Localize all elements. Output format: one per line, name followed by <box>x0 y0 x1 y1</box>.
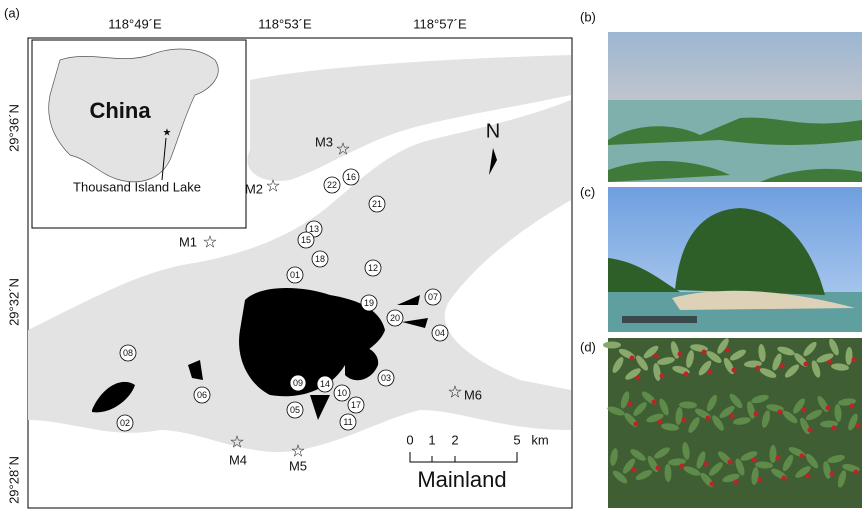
photo-berry <box>634 422 639 427</box>
island-label: 17 <box>351 400 361 410</box>
photo-berry <box>702 350 707 355</box>
photo-berry <box>658 420 663 425</box>
photo-berry <box>678 352 683 357</box>
island-label: 20 <box>390 313 400 323</box>
mainland-label: Mainland <box>417 467 506 492</box>
island-label: 03 <box>381 373 391 383</box>
island-label: 04 <box>435 328 445 338</box>
photo-berry <box>734 480 739 485</box>
island-label: 05 <box>290 405 300 415</box>
photo-berry <box>710 482 715 487</box>
island-label: 15 <box>301 235 311 245</box>
photo-berry <box>832 426 837 431</box>
panel-label: (c) <box>580 184 595 199</box>
station-star: ☆ <box>335 139 350 158</box>
photo-berry <box>752 458 757 463</box>
inset-star: ★ <box>163 128 172 139</box>
photo-berry <box>636 376 641 381</box>
panel-label: (b) <box>580 9 596 24</box>
photo-berry <box>830 472 835 477</box>
island-label: 18 <box>315 254 325 264</box>
photo-berry <box>632 468 637 473</box>
photo-berry <box>654 354 659 359</box>
lat-tick: 29°32´N <box>6 278 21 326</box>
scale-tick: 1 <box>428 432 435 447</box>
lon-tick: 118°53´E <box>258 16 312 31</box>
photo-berry <box>806 474 811 479</box>
photo-berry <box>708 370 713 375</box>
photo-berry <box>652 400 657 405</box>
lon-tick: 118°57´E <box>413 16 467 31</box>
station-label: M4 <box>229 452 247 467</box>
station-star: ☆ <box>265 176 280 195</box>
station-label: M5 <box>289 458 307 473</box>
photo-berry <box>826 406 831 411</box>
lat-tick: 29°28´N <box>6 456 21 504</box>
island-label: 16 <box>346 172 356 182</box>
island-label: 09 <box>293 378 303 388</box>
photo-berry <box>630 356 635 361</box>
photo-berry <box>704 462 709 467</box>
island-label: 01 <box>290 270 300 280</box>
photo-berry <box>706 416 711 421</box>
photo-berry <box>776 456 781 461</box>
island-label: 22 <box>327 180 337 190</box>
scale-unit: km <box>531 432 548 447</box>
photo-berry <box>782 476 787 481</box>
photo-berry <box>758 478 763 483</box>
photo-berry <box>852 358 857 363</box>
photo-berry <box>754 412 759 417</box>
photo-boat <box>622 316 697 323</box>
photo-berry <box>730 414 735 419</box>
photo-berry <box>804 362 809 367</box>
photo-berry <box>828 360 833 365</box>
photo-berry <box>800 454 805 459</box>
photo-berry <box>850 404 855 409</box>
station-star: ☆ <box>229 432 244 451</box>
photo-berry <box>778 410 783 415</box>
island-label: 02 <box>120 418 130 428</box>
photo-berry <box>808 428 813 433</box>
island-label: 06 <box>197 390 207 400</box>
photo-berry <box>660 374 665 379</box>
lon-tick: 118°49´E <box>108 16 162 31</box>
island-label: 12 <box>368 263 378 273</box>
photo-berry <box>726 348 731 353</box>
photo-berry <box>682 418 687 423</box>
north-label: N <box>486 120 500 142</box>
station-star: ☆ <box>202 232 217 251</box>
island-label: 19 <box>364 298 374 308</box>
inset-site-label: Thousand Island Lake <box>73 179 201 194</box>
panel-label: (d) <box>580 339 596 354</box>
station-label: M3 <box>315 134 333 149</box>
scale-tick: 0 <box>406 432 413 447</box>
photo-berry <box>684 372 689 377</box>
island-label: 11 <box>343 417 352 427</box>
station-label: M1 <box>179 234 197 249</box>
island-label: 21 <box>372 199 382 209</box>
photo-leaf <box>603 342 621 349</box>
station-label: M6 <box>464 387 482 402</box>
scale-tick: 2 <box>451 432 458 447</box>
island-label: 07 <box>428 292 438 302</box>
island-label: 10 <box>337 388 347 398</box>
station-star: ☆ <box>447 382 462 401</box>
figure: (a) China ★ Thousand Island Lake 118°49´… <box>0 0 864 510</box>
photo-berry <box>728 460 733 465</box>
photo-berry <box>628 402 633 407</box>
island-label: 13 <box>309 224 319 234</box>
scale-tick: 5 <box>513 432 520 447</box>
photo-berry <box>656 466 661 471</box>
photo-berry <box>854 470 859 475</box>
panel-label: (a) <box>4 5 20 20</box>
island-label: 08 <box>123 348 133 358</box>
station-label: M2 <box>245 181 263 196</box>
photo-berry <box>732 368 737 373</box>
inset-country-label: China <box>89 98 151 123</box>
lat-tick: 29°36´N <box>6 104 21 152</box>
photo-berry <box>780 364 785 369</box>
photo-berry <box>856 424 861 429</box>
photo-berry <box>802 408 807 413</box>
island-label: 14 <box>320 379 330 389</box>
